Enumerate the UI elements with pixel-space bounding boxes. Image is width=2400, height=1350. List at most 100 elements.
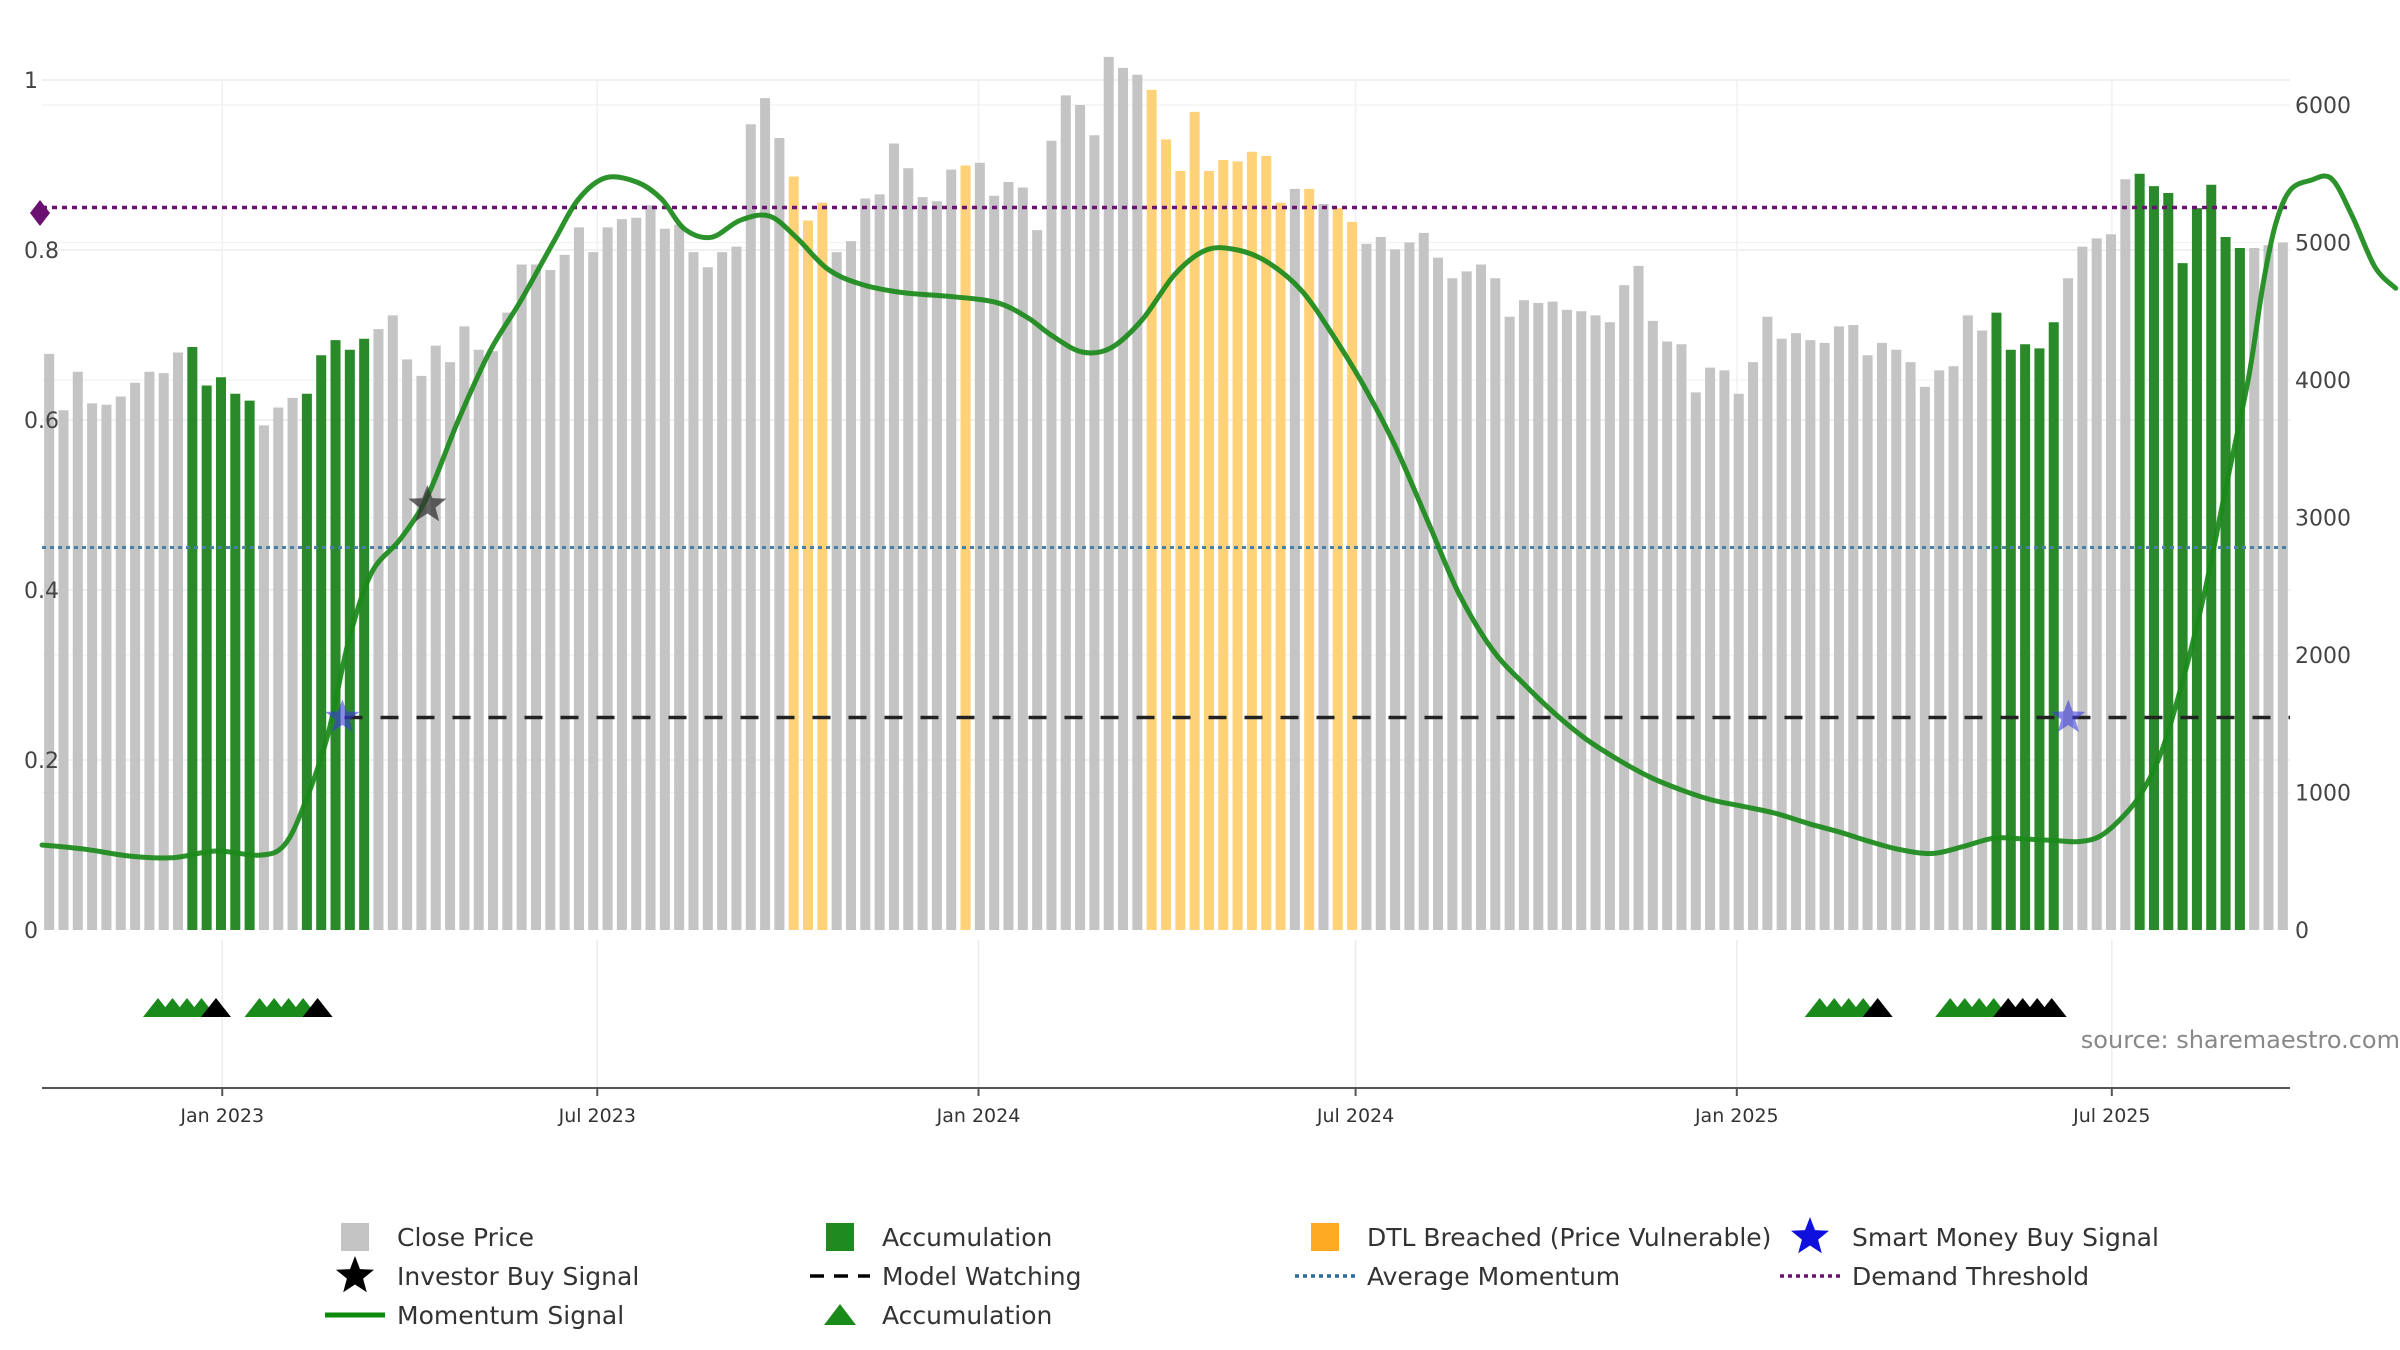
close-price-bar bbox=[831, 252, 842, 931]
close-price-bar bbox=[516, 264, 527, 930]
breached-label: DTL Breached (Price Vulnerable) bbox=[1367, 1223, 1771, 1252]
accumulation-bar bbox=[2234, 248, 2245, 930]
close-price-bar bbox=[1118, 67, 1129, 930]
close-price-bar bbox=[1017, 187, 1028, 930]
close-price-bar bbox=[1733, 393, 1744, 930]
dtl-breached-bar bbox=[1347, 221, 1358, 931]
close-price-bar bbox=[2249, 248, 2260, 930]
right-axis-tick-label: 3000 bbox=[2295, 507, 2351, 532]
accumulation_bar-swatch bbox=[826, 1223, 854, 1251]
dtl-breached-bar bbox=[1146, 89, 1157, 931]
close-price-bar bbox=[58, 410, 69, 930]
close-price-bar bbox=[588, 252, 599, 931]
close-price-bar bbox=[72, 371, 83, 930]
legend: Close Price Accumulation DTL Breached (Pri… bbox=[325, 1217, 2159, 1330]
close-price-bar bbox=[287, 397, 298, 931]
left-axis-tick-label: 0.6 bbox=[24, 409, 59, 434]
close-price-bar bbox=[115, 396, 126, 930]
close-price-bar bbox=[1390, 249, 1401, 931]
momentum-label: Momentum Signal bbox=[397, 1301, 624, 1330]
close-price-bar bbox=[1361, 243, 1372, 931]
close-price-bar bbox=[144, 371, 155, 930]
dtl-breached-bar bbox=[1218, 160, 1229, 930]
accumulation_bar-label: Accumulation bbox=[882, 1223, 1052, 1252]
close-price-bar bbox=[44, 353, 55, 931]
close-price-bar bbox=[931, 201, 942, 930]
left-axis-tick-label: 1 bbox=[24, 69, 38, 94]
close-price-bar bbox=[459, 326, 470, 931]
dtl-breached-bar bbox=[1261, 155, 1272, 931]
close-price-bar bbox=[1032, 230, 1043, 931]
signal-triangles bbox=[143, 998, 2067, 1017]
reference-lines bbox=[42, 205, 2290, 720]
close-price-bar bbox=[1475, 264, 1487, 930]
close-price-bar bbox=[616, 219, 627, 931]
dtl-breached-bar bbox=[788, 176, 799, 930]
close-price-bar bbox=[1977, 330, 1988, 930]
close-price-bar bbox=[1690, 392, 1701, 931]
close-price-bar bbox=[1576, 311, 1587, 930]
close-price-bar bbox=[688, 252, 699, 931]
dtl-breached-bar bbox=[1246, 151, 1257, 930]
close-price-bar bbox=[1404, 242, 1415, 930]
smart_money-label: Smart Money Buy Signal bbox=[1852, 1223, 2159, 1252]
close-price-bar bbox=[946, 169, 957, 931]
legend-item-momentum: Momentum Signal bbox=[325, 1301, 624, 1330]
legend-item-accumulation_bar: Accumulation bbox=[826, 1223, 1052, 1252]
close-price-bar bbox=[888, 143, 899, 930]
close-price-bar bbox=[731, 246, 742, 931]
close-price-bar bbox=[1518, 300, 1529, 930]
momentum-line-layer bbox=[39, 173, 2399, 861]
dtl-breached-bar bbox=[1304, 188, 1315, 931]
close-price-bar bbox=[402, 359, 413, 931]
close-price-bar bbox=[1075, 105, 1086, 930]
close-price-bar bbox=[573, 227, 584, 931]
date-axis-tick-label: Jan 2025 bbox=[1694, 1105, 1779, 1127]
black-signal-triangle bbox=[302, 998, 333, 1017]
accumulation-bar bbox=[301, 393, 312, 930]
price-bars bbox=[44, 56, 2288, 931]
left-axis-tick-label: 0.2 bbox=[24, 749, 59, 774]
close-price-bar bbox=[1375, 237, 1386, 930]
dtl-breached-bar bbox=[1332, 208, 1343, 931]
close-price-bar bbox=[1633, 265, 1644, 931]
close-price-bar bbox=[1504, 316, 1515, 930]
legend-item-smart_money: Smart Money Buy Signal bbox=[1791, 1217, 2159, 1254]
close-price-bar bbox=[717, 252, 728, 931]
legend-item-close: Close Price bbox=[341, 1223, 534, 1252]
source-label: source: sharemaestro.com bbox=[2081, 1026, 2400, 1054]
close-price-bar bbox=[1547, 301, 1558, 931]
close-price-bar bbox=[445, 362, 456, 931]
accumulation-bar bbox=[2148, 186, 2159, 931]
black-signal-triangle bbox=[201, 998, 231, 1017]
close-price-bar bbox=[1819, 342, 1830, 931]
right-axis-tick-label: 1000 bbox=[2295, 782, 2351, 807]
close-price-bar bbox=[273, 407, 284, 930]
close-price-bar bbox=[1490, 278, 1501, 930]
accumulation-bar bbox=[2048, 322, 2059, 930]
close-price-bar bbox=[1848, 325, 1859, 930]
close-price-bar bbox=[87, 403, 98, 931]
close-price-bar bbox=[173, 352, 184, 930]
close-price-bar bbox=[416, 375, 427, 931]
close-price-bar bbox=[158, 373, 169, 931]
dtl-breached-bar bbox=[1175, 171, 1186, 930]
close-price-bar bbox=[530, 264, 541, 930]
date-axis-tick-label: Jul 2024 bbox=[1316, 1105, 1394, 1127]
close-price-bar bbox=[1003, 182, 1014, 930]
investor-buy-star bbox=[408, 485, 447, 522]
close-price-bar bbox=[745, 124, 756, 930]
dtl-breached-bar bbox=[1189, 111, 1200, 931]
close-price-bar bbox=[1962, 315, 1973, 931]
threshold-label: Demand Threshold bbox=[1852, 1262, 2089, 1291]
close-price-bar bbox=[1776, 338, 1787, 930]
accumulation-bar bbox=[2134, 173, 2145, 930]
legend-item-threshold: Demand Threshold bbox=[1780, 1262, 2089, 1291]
close-price-bar bbox=[1619, 285, 1630, 931]
close-price-bar bbox=[702, 267, 713, 930]
close-price-bar bbox=[1705, 367, 1716, 931]
close-label: Close Price bbox=[397, 1223, 534, 1252]
dtl-breached-bar bbox=[1275, 202, 1286, 931]
close-swatch bbox=[341, 1223, 369, 1251]
close-price-bar bbox=[602, 227, 613, 931]
